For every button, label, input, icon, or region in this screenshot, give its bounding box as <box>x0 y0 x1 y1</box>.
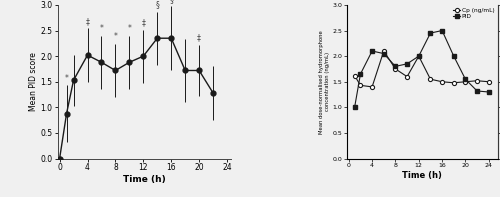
Legend: Cp (ng/mL), PID: Cp (ng/mL), PID <box>451 6 497 21</box>
Cp (ng/mL) <box>486 81 492 83</box>
Cp (ng/mL) <box>369 86 375 88</box>
PID <box>474 90 480 92</box>
Cp (ng/mL) <box>381 50 387 52</box>
Text: *: * <box>64 74 68 83</box>
PID <box>462 78 468 80</box>
Text: *: * <box>114 32 117 41</box>
Cp (ng/mL) <box>404 75 410 78</box>
PID <box>358 73 364 75</box>
X-axis label: Time (h): Time (h) <box>122 175 166 184</box>
Line: Cp (ng/mL): Cp (ng/mL) <box>352 49 491 89</box>
Cp (ng/mL) <box>451 82 457 84</box>
Cp (ng/mL) <box>358 84 364 86</box>
PID <box>352 106 358 109</box>
Cp (ng/mL) <box>416 55 422 57</box>
X-axis label: Time (h): Time (h) <box>402 171 442 180</box>
PID <box>451 55 457 57</box>
Text: §: § <box>170 0 173 4</box>
Cp (ng/mL) <box>352 74 358 77</box>
Y-axis label: Mean PID score: Mean PID score <box>28 52 38 111</box>
PID <box>381 52 387 55</box>
PID <box>428 32 434 34</box>
Text: ‡: ‡ <box>197 33 201 42</box>
Text: ‡: ‡ <box>86 17 89 26</box>
PID <box>439 29 445 32</box>
PID <box>416 55 422 57</box>
PID <box>392 65 398 68</box>
Cp (ng/mL) <box>428 78 434 80</box>
Text: ‡: ‡ <box>142 18 146 27</box>
Cp (ng/mL) <box>392 68 398 70</box>
Text: *: * <box>100 24 103 33</box>
PID <box>404 63 410 65</box>
Text: §: § <box>156 0 159 9</box>
PID <box>486 91 492 93</box>
Cp (ng/mL) <box>439 81 445 83</box>
PID <box>369 50 375 52</box>
Y-axis label: Mean dose-normalised hydromorphone
concentration (ng/mL): Mean dose-normalised hydromorphone conce… <box>319 30 330 134</box>
Text: *: * <box>128 24 132 33</box>
Cp (ng/mL) <box>462 81 468 83</box>
Cp (ng/mL) <box>474 80 480 82</box>
Line: PID: PID <box>352 28 491 110</box>
